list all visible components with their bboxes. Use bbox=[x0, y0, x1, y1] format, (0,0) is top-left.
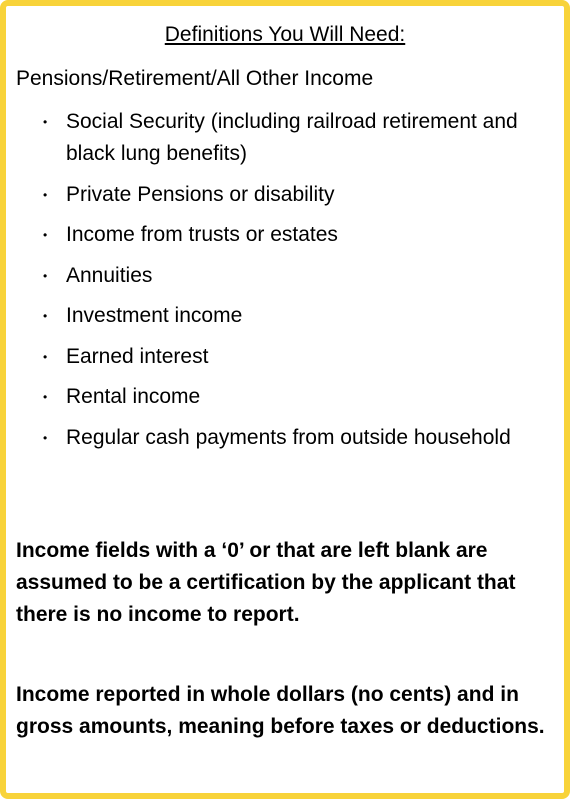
list-item: • Annuities bbox=[6, 260, 566, 292]
list-item: • Regular cash payments from outside hou… bbox=[6, 422, 566, 454]
list-item-label: Regular cash payments from outside house… bbox=[66, 425, 511, 449]
blank-income-note: Income fields with a ‘0’ or that are lef… bbox=[16, 539, 516, 626]
list-item-label: Annuities bbox=[66, 263, 153, 287]
list-item-label: Investment income bbox=[66, 304, 243, 327]
bullet-icon: • bbox=[43, 390, 48, 404]
bullet-icon: • bbox=[43, 268, 48, 283]
list-item-label: Social Security (including railroad reti… bbox=[66, 110, 518, 165]
list-item: • Earned interest bbox=[6, 341, 566, 373]
list-item: • Rental income bbox=[6, 381, 566, 413]
list-item-label: Rental income bbox=[66, 385, 201, 408]
bullet-icon: • bbox=[43, 228, 48, 242]
income-types-list: • Social Security (including railroad re… bbox=[6, 106, 566, 462]
bullet-icon: • bbox=[43, 187, 48, 202]
list-item-label: Earned interest bbox=[66, 344, 209, 368]
bullet-icon: • bbox=[43, 309, 48, 323]
bullet-icon: • bbox=[43, 430, 48, 445]
whole-dollars-note: Income reported in whole dollars (no cen… bbox=[16, 683, 545, 738]
list-item-label: Income from trusts or estates bbox=[66, 223, 338, 246]
panel-title: Definitions You Will Need: bbox=[164, 23, 406, 46]
bullet-icon: • bbox=[43, 349, 48, 364]
list-item: • Income from trusts or estates bbox=[6, 219, 566, 251]
list-item: • Private Pensions or disability bbox=[6, 179, 566, 211]
list-item-label: Private Pensions or disability bbox=[66, 182, 335, 206]
bullet-icon: • bbox=[43, 115, 48, 129]
list-item: • Social Security (including railroad re… bbox=[6, 106, 566, 170]
section-heading: Pensions/Retirement/All Other Income bbox=[16, 67, 374, 90]
list-item: • Investment income bbox=[6, 300, 566, 332]
